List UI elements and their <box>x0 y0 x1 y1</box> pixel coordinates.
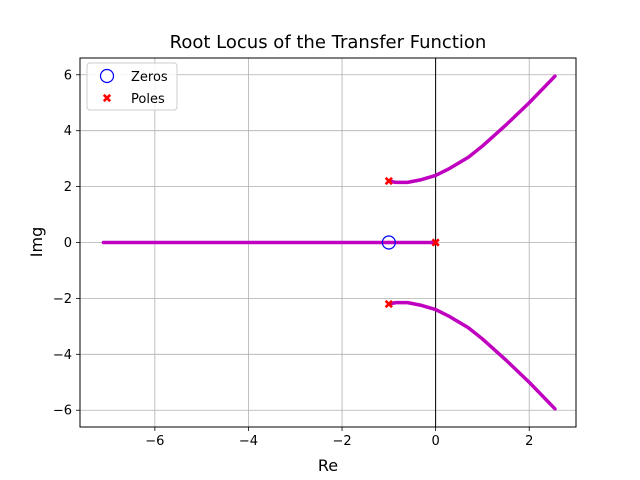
y-axis-label: Img <box>27 227 46 257</box>
x-tick-label: 0 <box>431 434 439 449</box>
chart-title: Root Locus of the Transfer Function <box>170 32 487 53</box>
y-tick-label: −4 <box>53 348 72 363</box>
locus-branch <box>387 74 557 185</box>
y-tick-label: −6 <box>53 404 72 419</box>
y-tick-label: 4 <box>64 124 72 139</box>
pole-stroke <box>431 238 440 247</box>
pole-stroke <box>384 176 393 186</box>
legend-box <box>86 62 178 111</box>
pole-marker <box>384 176 393 186</box>
y-tick-label: 0 <box>64 236 72 251</box>
legend-zeros-label: Zeros <box>131 70 168 85</box>
x-axis-label: Re <box>318 456 338 475</box>
legend-zero-marker <box>99 68 115 84</box>
zero-marker <box>381 235 396 250</box>
pole-stroke <box>102 93 112 103</box>
y-tick-label: 6 <box>64 68 72 83</box>
legend-poles-label: Poles <box>131 92 165 107</box>
x-tick-label: −2 <box>332 434 351 449</box>
legend-pole-marker <box>102 93 112 103</box>
x-tick-label: −4 <box>239 434 258 449</box>
y-tick-label: 2 <box>64 180 72 195</box>
legend: Zeros Poles <box>86 62 178 111</box>
legend-pole-x <box>102 93 112 103</box>
y-tick-label: −2 <box>53 292 72 307</box>
axis-ticks: −6 −4 −2 0 2 −6 −4 −2 0 2 4 6 <box>53 68 534 449</box>
locus-branches <box>101 74 557 411</box>
pole-marker <box>384 299 393 309</box>
pole-stroke <box>384 299 393 309</box>
x-tick-label: −6 <box>145 434 164 449</box>
x-tick-label: 2 <box>525 434 533 449</box>
locus-branch <box>387 300 557 411</box>
pole-marker <box>431 238 440 247</box>
markers <box>381 176 440 309</box>
